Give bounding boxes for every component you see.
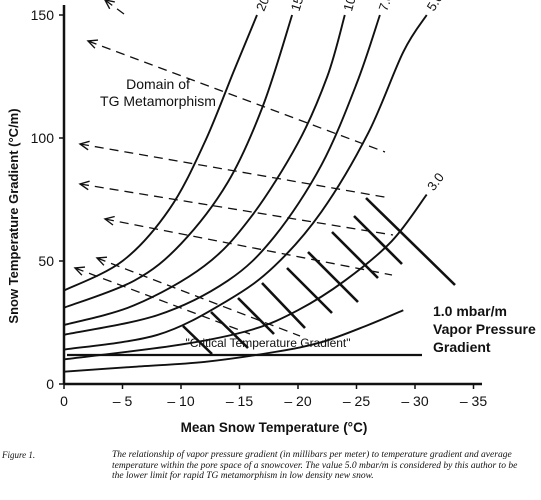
curve-1-0-mbar-m [63,309,404,373]
figure-caption: The relationship of vapor pressure gradi… [112,450,518,481]
vapor-label-line1: 1.0 mbar/m [433,303,507,319]
vapor-label-line2: Vapor Pressure [433,321,536,337]
y-tick-label-2: 100 [31,130,55,146]
axes [62,5,482,386]
axis-ticks: 0 – 5 – 10 – 15 – 20 – 25 – 30 – 35 0 50 100 150 [31,7,488,409]
curve-label-5-0: 5.0 [424,0,446,14]
y-tick-label-3: 150 [31,7,55,23]
y-tick-label-0: 0 [46,376,54,392]
domain-arrowhead-0 [104,0,115,10]
x-tick-label-2: – 10 [167,393,194,409]
domain-solid-hatch-2 [237,297,275,335]
domain-label-line1: Domain of [126,76,190,92]
domain-solid-hatch-6 [331,231,379,279]
domain-arrowhead-2 [78,140,90,151]
domain-arrowhead-4 [103,215,115,226]
curve-label-3-0: 3.0 [424,170,447,193]
domain-arrowhead-6 [73,266,86,276]
x-tick-label-1: – 5 [113,393,133,409]
domain-arrow-0 [104,0,125,15]
curve-label-20-0: 20.0 [253,0,277,13]
x-tick-label-4: – 20 [284,393,311,409]
y-axis-label: Snow Temperature Gradient (°C/m) [6,108,21,323]
curve-15-0 [63,14,294,309]
curve-3-0 [63,194,428,361]
critical-gradient-label: "Critical Temperature Gradient" [185,336,350,350]
domain-solid-hatch-7 [353,215,403,265]
figure-label: Figure 1. [2,450,36,460]
domain-arrow-3 [79,183,394,236]
y-tick-label-1: 50 [38,253,54,269]
curve-label-15-0: 15.0 [288,0,310,13]
domain-solid-hatch-1 [210,311,249,349]
domain-solid-hatch-8 [365,197,456,286]
x-tick-label-6: – 30 [401,393,428,409]
curve-label-7-0: 7.0 [376,0,396,13]
domain-solid-hatch-0 [182,325,213,355]
domain-arrow-1 [87,40,386,153]
curve-20-0 [63,14,258,292]
vapor-label-line3: Gradient [433,339,491,355]
tg-domain-solid-hatching [182,197,456,355]
x-tick-label-7: – 35 [460,393,487,409]
domain-solid-hatch-4 [286,267,333,314]
domain-solid-hatch-3 [261,282,306,329]
curve-5-0 [63,14,428,351]
domain-arrow-4 [104,218,393,276]
x-tick-label-0: 0 [60,393,68,409]
domain-arrowhead-5 [95,256,108,266]
curve-7-0 [63,14,381,336]
domain-arrowhead-1 [86,39,99,49]
domain-label-line2: TG Metamorphism [100,93,216,109]
x-axis-label: Mean Snow Temperature (°C) [181,420,368,435]
x-tick-label-5: – 25 [343,393,370,409]
domain-arrowhead-3 [78,180,90,191]
domain-solid-hatch-5 [307,251,359,303]
curve-10-0 [63,14,346,326]
vapor-pressure-curves: 3.0 5.0 7.0 10.0 15.0 20.0 [63,0,447,373]
x-tick-label-3: – 15 [226,393,253,409]
curve-label-10-0: 10.0 [340,0,361,13]
